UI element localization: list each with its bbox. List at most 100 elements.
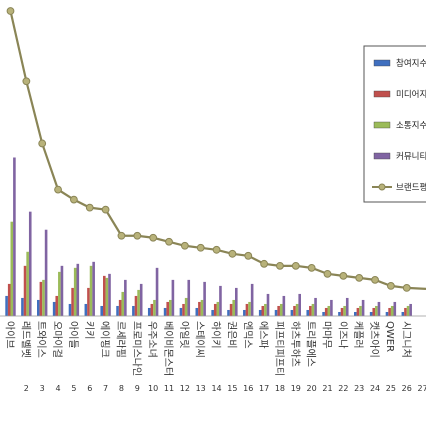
- x-tick-label: 르세라핌: [114, 321, 126, 358]
- point-브랜드평판지수-트리플에스: [307, 263, 316, 272]
- rank-label: 2: [24, 384, 29, 393]
- bar-커뮤니티지수-아이들: [76, 263, 80, 316]
- bar-커뮤니티지수-아일릿: [187, 279, 191, 316]
- point-브랜드평판지수-우주소녀: [149, 233, 158, 242]
- bar-소통지수-트와이스: [42, 279, 45, 316]
- bar-소통지수-하이키: [216, 301, 220, 316]
- rank-label: 26: [402, 384, 412, 393]
- bar-참여지수-하츠투하츠: [290, 309, 294, 316]
- bar-참여지수-키키: [84, 303, 88, 316]
- bar-미디어지수-키키: [87, 287, 90, 316]
- bar-소통지수-레드벨벳: [26, 251, 29, 316]
- legend-swatch: [373, 59, 391, 67]
- rank-label: 25: [386, 384, 396, 393]
- point-브랜드평판지수-엔믹스: [244, 251, 253, 260]
- point-브랜드평판지수-이즈나: [339, 271, 348, 280]
- plot-area: [0, 7, 426, 317]
- bar-커뮤니티지수-권은비: [235, 287, 238, 316]
- bar-참여지수-스테이씨: [195, 307, 199, 316]
- rank-label: 9: [135, 384, 140, 393]
- bar-커뮤니티지수-키키: [92, 261, 95, 316]
- x-tick-label: 우주소녀: [146, 321, 158, 358]
- x-tick-label: 베이비몬스터: [162, 321, 174, 376]
- bar-미디어지수-오마이걸: [55, 295, 59, 316]
- bar-소통지수-시그니처: [406, 305, 410, 316]
- bar-미디어지수-피프티피프티: [277, 305, 280, 316]
- rank-label: 24: [370, 384, 380, 393]
- x-tick-label: 프로미스나인: [130, 321, 142, 376]
- point-브랜드평판지수-아이들: [70, 195, 78, 204]
- bar-참여지수-트와이스: [37, 299, 40, 316]
- bar-미디어지수-우주소녀: [150, 303, 154, 316]
- bar-소통지수-우주소녀: [153, 299, 156, 316]
- rank-label: 3: [40, 384, 45, 393]
- x-tick-label: 아이들: [67, 321, 79, 349]
- x-tick-label: 시그니처: [400, 321, 412, 358]
- bar-소통지수-마마무: [327, 305, 331, 316]
- bar-커뮤니티지수-시그니처: [409, 303, 412, 316]
- bar-커뮤니티지수-피프티피프티: [282, 295, 286, 316]
- bar-참여지수-QWER: [385, 311, 389, 316]
- legend-swatch: [373, 121, 391, 129]
- x-tick-label: 아이브: [4, 321, 16, 349]
- bar-커뮤니티지수-마마무: [330, 299, 333, 316]
- bar-커뮤니티지수-트리플에스: [314, 297, 317, 316]
- rank-label: 16: [243, 384, 253, 393]
- rank-label: 14: [211, 384, 221, 393]
- rank-label: 23: [354, 384, 364, 393]
- bar-소통지수-키키: [89, 265, 93, 316]
- bar-참여지수-아일릿: [179, 307, 183, 316]
- legend-swatch: [373, 152, 391, 160]
- bar-참여지수-엔믹스: [243, 309, 246, 316]
- bar-커뮤니티지수-QWER: [393, 301, 397, 316]
- bar-커뮤니티지수-우주소녀: [155, 267, 159, 316]
- bar-참여지수-트리플에스: [306, 309, 310, 316]
- rank-label: 15: [227, 384, 237, 393]
- bar-소통지수-스테이씨: [200, 299, 204, 316]
- rank-label: 17: [259, 384, 269, 393]
- bar-미디어지수-아이들: [71, 287, 74, 316]
- bar-소통지수-권은비: [232, 299, 235, 316]
- bar-커뮤니티지수-하이키: [219, 285, 222, 316]
- bar-소통지수-아이들: [73, 267, 77, 316]
- point-브랜드평판지수-하츠투하츠: [291, 261, 300, 270]
- point-브랜드평판지수-에이핑크: [101, 205, 110, 214]
- x-tick-label: 에스파: [257, 321, 269, 349]
- bar-참여지수-베이비몬스터: [163, 307, 167, 316]
- bar-커뮤니티지수-이즈나: [345, 297, 349, 316]
- point-브랜드평판지수-레드벨벳: [22, 77, 31, 86]
- bar-참여지수-르세라핌: [116, 305, 119, 316]
- bar-소통지수-QWER: [390, 305, 394, 316]
- bar-소통지수-에스파: [264, 303, 267, 316]
- legend-label: 소통지수: [396, 121, 426, 131]
- bar-미디어지수-르세라핌: [118, 299, 122, 316]
- legend-label: 미디어지수: [396, 89, 426, 100]
- x-tick-label: 이즈나: [336, 321, 348, 349]
- bar-미디어지수-프로미스나인: [134, 295, 138, 316]
- bar-커뮤니티지수-에스파: [266, 293, 270, 316]
- bar-참여지수-레드벨벳: [21, 297, 24, 316]
- x-tick-label: 하츠투하츠: [289, 321, 302, 367]
- rank-label: 4: [56, 384, 61, 393]
- bar-커뮤니티지수-르세라핌: [124, 279, 127, 316]
- bar-미디어지수-캣츠아이: [372, 307, 376, 316]
- point-브랜드평판지수-하이키: [212, 245, 221, 254]
- bar-미디어지수-엔믹스: [245, 303, 249, 316]
- bar-참여지수-케플러: [354, 311, 357, 316]
- bar-미디어지수-에스파: [261, 305, 265, 316]
- bar-소통지수-아이브: [10, 221, 14, 316]
- bar-참여지수-마마무: [322, 311, 325, 316]
- point-브랜드평판지수-권은비: [228, 249, 237, 258]
- rank-labels: 2 3 4 5 6 7 8 9 10 11 12 13 14 15 16 17 18 19 20 21 22 23 24 25…: [24, 384, 426, 393]
- legend-swatch: [373, 90, 391, 98]
- bar-소통지수-피프티피프티: [279, 303, 283, 316]
- point-브랜드평판지수-베이비몬스터: [165, 237, 173, 246]
- point-브랜드평판지수-프로미스나인: [133, 231, 142, 240]
- x-tick-label: 케플러: [352, 321, 364, 349]
- x-tick-label: 키키: [83, 321, 95, 339]
- bar-소통지수-이즈나: [343, 305, 346, 316]
- bar-미디어지수-이즈나: [340, 307, 344, 316]
- rank-label: 19: [291, 384, 301, 393]
- x-tick-label: 엔믹스: [241, 321, 253, 349]
- bar-미디어지수-마마무: [324, 307, 328, 316]
